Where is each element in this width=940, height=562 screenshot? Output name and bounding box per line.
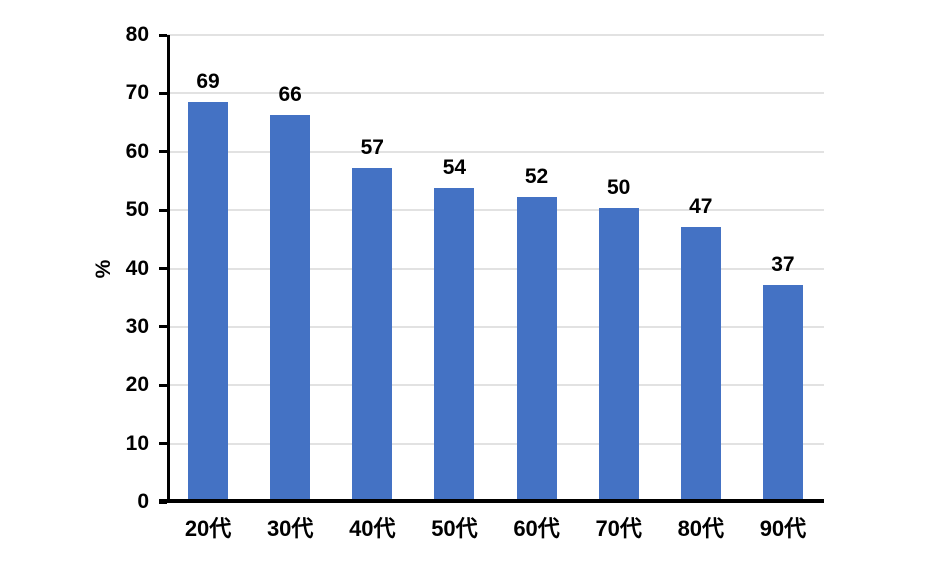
y-axis-tick — [159, 325, 167, 329]
bar-80代 — [680, 227, 721, 502]
bar-60代 — [516, 197, 557, 502]
bar-50代 — [434, 187, 475, 502]
y-axis-tick — [159, 150, 167, 154]
bar-value-label: 47 — [689, 195, 713, 219]
bar-value-label: 69 — [196, 69, 220, 93]
y-tick-label: 80 — [125, 23, 149, 46]
y-gridline — [167, 34, 824, 36]
y-tick-label: 0 — [137, 490, 149, 513]
x-axis-line — [159, 499, 824, 503]
bar-70代 — [598, 208, 639, 502]
x-category-label: 80代 — [677, 516, 725, 541]
x-category-label: 90代 — [759, 516, 807, 541]
y-gridline — [167, 384, 824, 387]
y-gridline — [167, 325, 824, 328]
y-tick-label: 20 — [125, 373, 149, 397]
y-gridline — [167, 442, 824, 445]
bar-90代 — [762, 284, 803, 502]
x-category-label: 40代 — [349, 516, 396, 541]
bar-value-label: 50 — [607, 176, 631, 200]
bar-value-label: 66 — [278, 82, 302, 106]
y-tick-label: 60 — [125, 139, 149, 163]
y-gridline — [167, 267, 824, 270]
bar-20代 — [188, 101, 229, 502]
x-category-label: 20代 — [184, 516, 232, 541]
y-axis-tick — [159, 383, 167, 387]
bar-value-label: 37 — [771, 252, 795, 276]
y-gridline — [167, 209, 824, 212]
y-gridline — [167, 92, 824, 95]
bar-30代 — [270, 114, 311, 502]
x-category-label: 30代 — [266, 516, 314, 541]
y-tick-label: 30 — [125, 314, 149, 338]
y-axis-tick — [159, 208, 167, 212]
bar-value-label: 54 — [442, 155, 467, 179]
bar-value-label: 57 — [360, 136, 384, 160]
y-axis-tick — [159, 267, 167, 270]
y-axis-tick — [159, 33, 167, 37]
x-category-label: 70代 — [595, 516, 642, 541]
y-axis-tick — [159, 442, 167, 446]
y-tick-label: 10 — [125, 431, 149, 455]
x-category-label: 50代 — [431, 516, 478, 541]
bar-40代 — [352, 168, 393, 502]
bar-value-label: 52 — [524, 165, 549, 189]
y-tick-label: 50 — [125, 198, 149, 222]
y-tick-label: 40 — [125, 256, 149, 280]
y-tick-label: 70 — [125, 81, 149, 105]
y-axis-tick — [159, 91, 167, 95]
y-axis-line — [167, 35, 170, 502]
x-category-label: 60代 — [513, 516, 560, 541]
y-gridline — [167, 150, 824, 153]
